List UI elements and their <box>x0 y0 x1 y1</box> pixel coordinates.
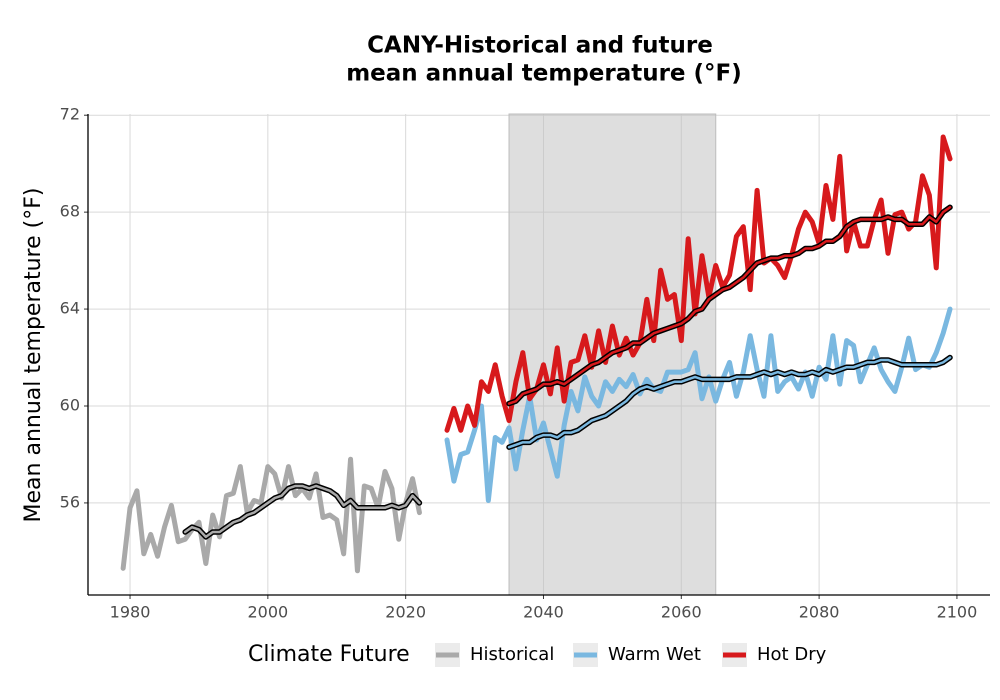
legend-title: Climate Future <box>248 642 410 667</box>
x-tick-label: 2080 <box>799 603 840 622</box>
x-tick-label: 2040 <box>523 603 564 622</box>
y-tick-label: 60 <box>60 395 80 414</box>
legend-label: Warm Wet <box>608 644 701 665</box>
series-line <box>444 134 953 433</box>
y-tick-label: 72 <box>60 105 80 124</box>
y-tick-label: 68 <box>60 202 80 221</box>
x-tick-label: 2020 <box>385 603 426 622</box>
x-tick-label: 2060 <box>661 603 702 622</box>
chart-title: CANY-Historical and future <box>367 33 713 59</box>
x-tick-label: 2000 <box>247 603 288 622</box>
trend-line <box>183 484 421 539</box>
x-tick-label: 2100 <box>937 603 978 622</box>
series-line <box>120 456 422 574</box>
y-tick-label: 64 <box>60 299 80 318</box>
trend-line <box>507 206 952 405</box>
legend-label: Historical <box>470 644 554 665</box>
chart-title: mean annual temperature (°F) <box>346 61 742 87</box>
y-tick-label: 56 <box>60 492 80 511</box>
trend-line <box>507 356 952 449</box>
trend-outline <box>182 483 423 540</box>
x-tick-label: 1980 <box>110 603 151 622</box>
y-axis-label: Mean annual temperature (°F) <box>21 188 46 523</box>
legend-label: Hot Dry <box>757 644 827 665</box>
